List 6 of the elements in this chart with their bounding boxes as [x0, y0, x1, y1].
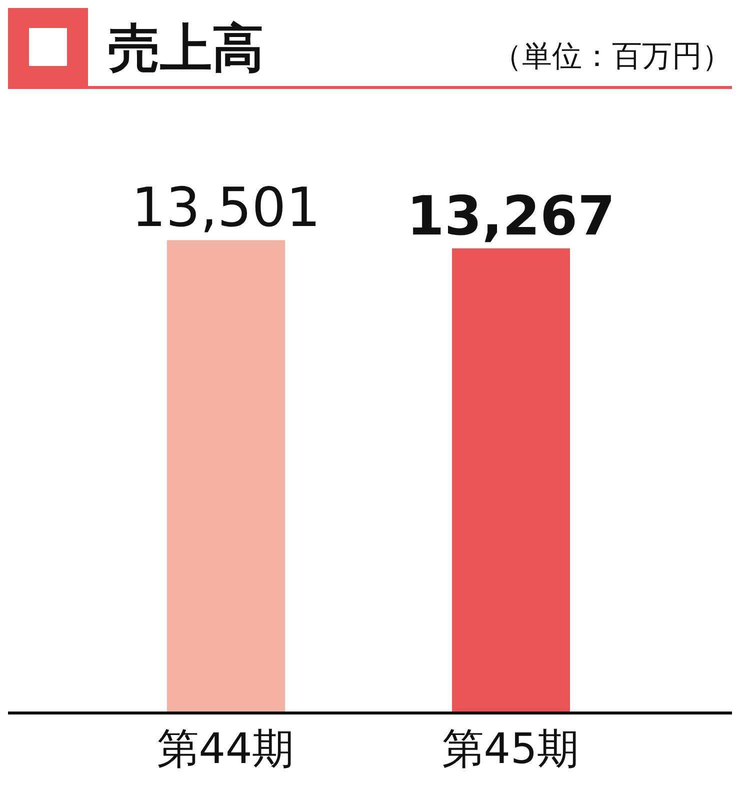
x-tick-label: 第45期	[442, 724, 580, 773]
data-label: 13,267	[406, 184, 616, 248]
x-tick-label: 第44期	[156, 724, 294, 773]
chart-title: 売上高	[108, 18, 264, 81]
data-label: 13,501	[132, 176, 320, 240]
chart-subtitle: （単位：百万円）	[492, 38, 732, 76]
